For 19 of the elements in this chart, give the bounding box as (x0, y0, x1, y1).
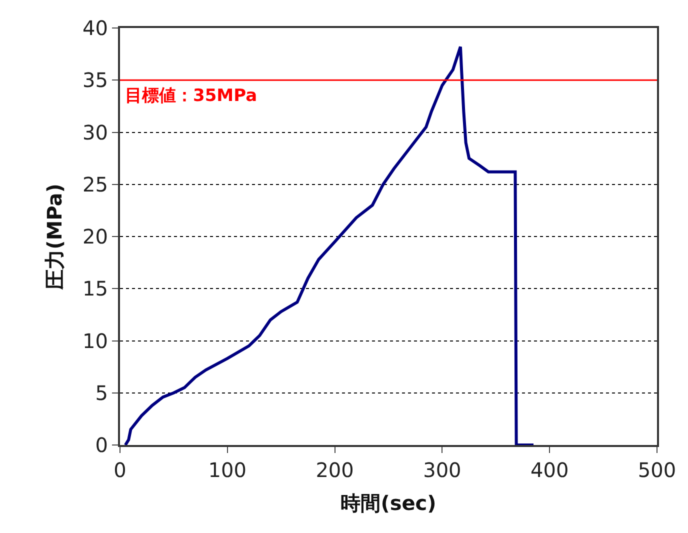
y-tick-label: 20 (82, 224, 108, 248)
x-tick-label: 0 (114, 458, 126, 482)
x-tick-label: 500 (638, 458, 676, 482)
line-series (124, 45, 535, 445)
x-tick-label: 400 (530, 458, 569, 482)
y-tick-label: 35 (82, 68, 108, 92)
y-tick-label: 30 (82, 120, 108, 144)
ref-line-label: 目標値：35MPa (125, 86, 258, 106)
x-tick-label: 200 (316, 458, 354, 482)
y-tick-label: 40 (82, 16, 108, 40)
x-axis-title: 時間(sec) (340, 491, 436, 515)
y-tick-label: 25 (82, 172, 108, 196)
x-tick-label: 100 (208, 458, 246, 482)
y-tick-label: 15 (82, 276, 108, 301)
y-axis-title: 圧力(MPa) (42, 184, 67, 290)
y-tick-label: 10 (82, 328, 108, 353)
y-tick-label: 0 (95, 433, 108, 457)
y-tick-label: 5 (95, 380, 108, 405)
x-tick-label: 300 (423, 458, 462, 482)
